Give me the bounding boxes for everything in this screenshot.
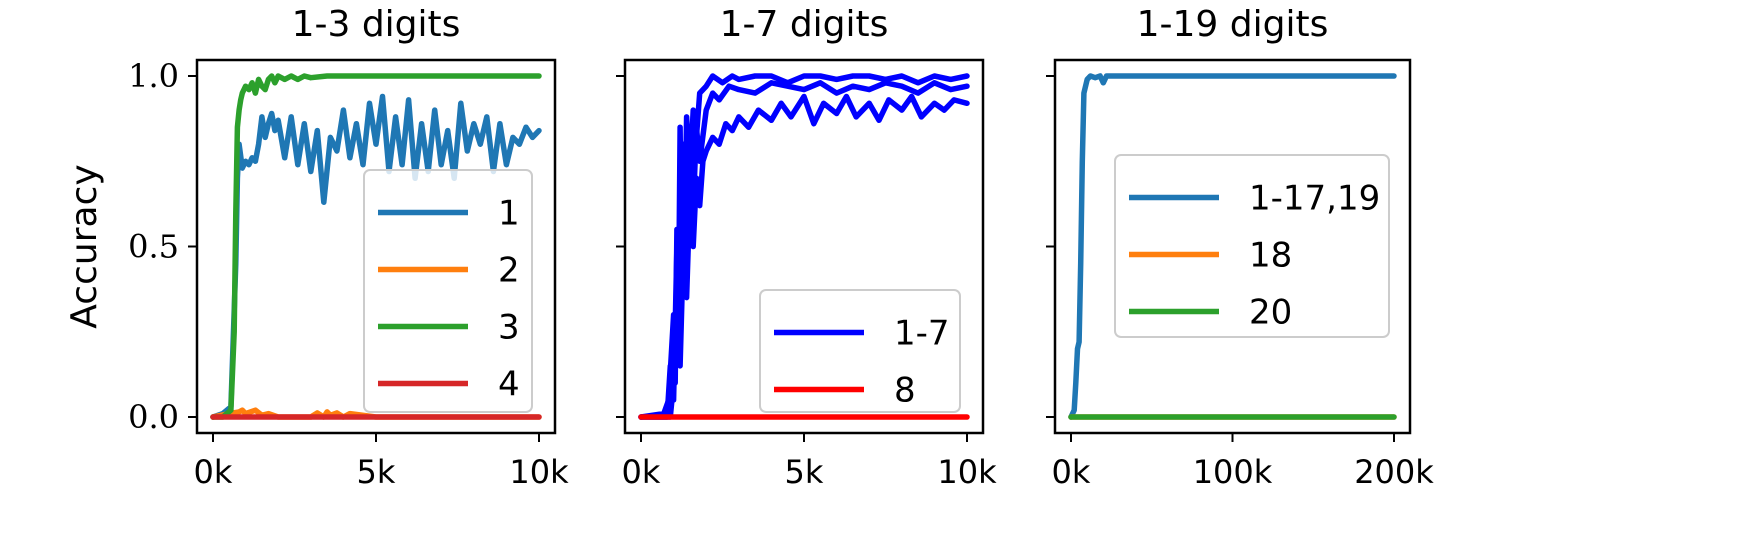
chart-title: 1-3 digits (292, 4, 461, 45)
legend-box (759, 289, 961, 413)
legend-label: 8 (894, 371, 916, 411)
chart-title: 1-19 digits (1137, 4, 1329, 45)
legend-label: 1-17,19 (1249, 179, 1380, 219)
panel-3: 1-19 digits 0k 100k 200k 1-17,19 18 20 (1046, 4, 1434, 491)
legend: 1-78 (759, 289, 961, 413)
legend-box (363, 169, 533, 413)
chart-title: 1-7 digits (720, 4, 889, 45)
x-tick-label: 0k (194, 453, 233, 491)
legend-label: 2 (498, 251, 520, 291)
x-tick-label: 0k (622, 453, 661, 491)
legend-label: 1-7 (894, 314, 950, 354)
x-tick-label: 10k (937, 453, 997, 491)
x-tick-label: 200k (1354, 453, 1434, 491)
x-tick-label: 10k (509, 453, 569, 491)
x-tick-label: 0k (1052, 453, 1091, 491)
series-line-1 (210, 93, 542, 420)
legend: 1 2 3 4 (363, 169, 533, 413)
legend: 1-17,19 18 20 (1114, 154, 1390, 338)
y-tick-label: 0.5 (128, 228, 179, 266)
legend-box (1114, 154, 1390, 338)
y-axis-label: Accuracy (64, 164, 105, 328)
legend-label: 4 (498, 365, 520, 405)
legend-label: 18 (1249, 236, 1292, 276)
series-line-1-17,19 (1068, 73, 1397, 420)
y-tick-label: 0.0 (128, 398, 179, 436)
legend-label: 1 (498, 194, 520, 234)
series-line-unnamed-2 (638, 93, 970, 420)
panel-1: 1-3 digits 0k 5k 10k 0.0 0.5 1.0 Accuracy 1 2 3 4 (64, 4, 569, 491)
x-tick-label: 100k (1193, 453, 1273, 491)
series-line-3 (210, 73, 542, 420)
legend-label: 3 (498, 308, 520, 348)
legend-label: 20 (1249, 293, 1292, 333)
x-tick-label: 5k (785, 453, 824, 491)
y-tick-label: 1.0 (128, 57, 179, 95)
x-tick-label: 5k (357, 453, 396, 491)
